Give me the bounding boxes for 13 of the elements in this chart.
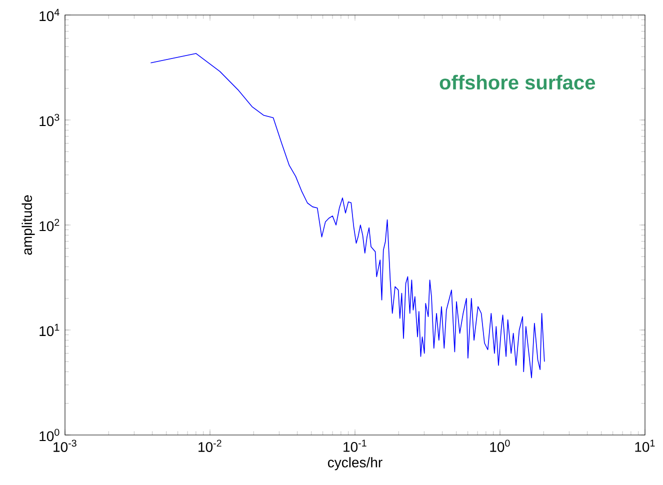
x-tick-label: 10$^{0}$	[490, 440, 510, 452]
y-tick-label: 10$^{4}$	[40, 8, 60, 22]
x-axis-title: cycles/hr	[328, 457, 382, 470]
annotation: offshore surface	[440, 74, 596, 90]
y-tick-label: 10$^{2}$	[40, 218, 60, 232]
y-tick-label: 10$^{1}$	[40, 324, 60, 336]
x-tick-label: 10$^{1}$	[635, 440, 655, 452]
x-tick-label: 10$^{-3}$	[54, 440, 76, 452]
y-tick-label: 10$^{0}$	[40, 428, 60, 442]
x-tick-label: 10$^{-1}$	[344, 440, 366, 452]
y-axis-title: amplitude	[22, 195, 35, 255]
x-tick-label: 10$^{-2}$	[198, 440, 222, 452]
y-tick-label: 10$^{3}$	[40, 114, 60, 126]
